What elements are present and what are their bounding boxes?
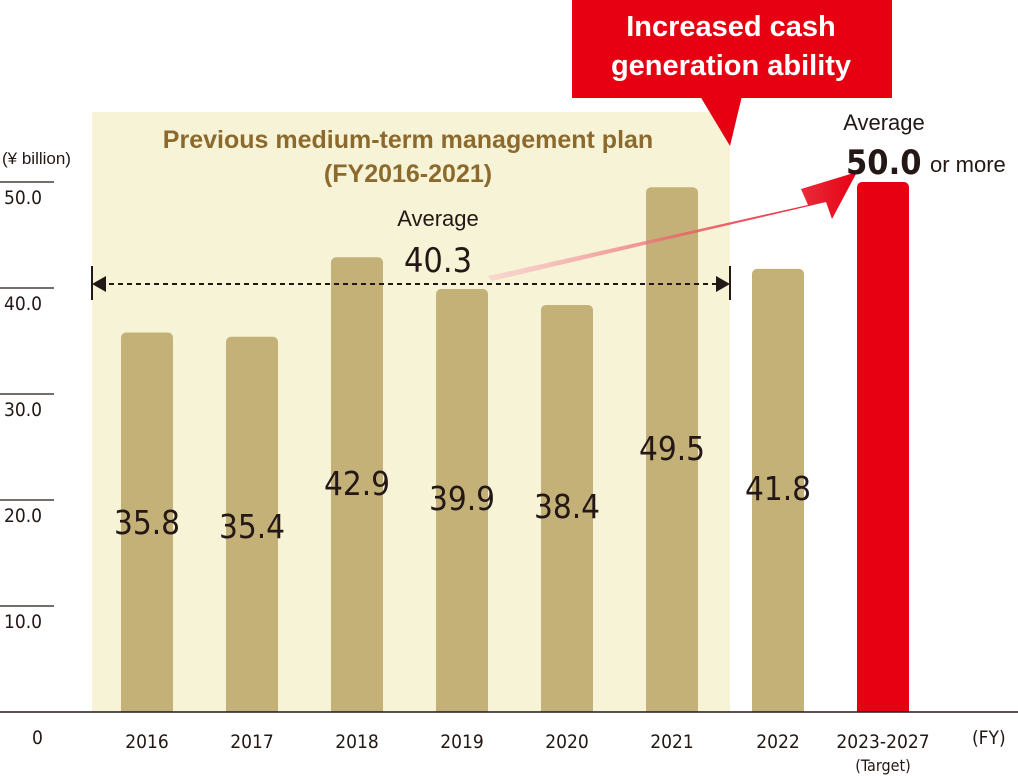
bar-2022 [752, 268, 804, 712]
target-average-label: Average [843, 110, 925, 135]
previous-plan-band [92, 112, 730, 712]
x-tick-label: 2023-2027 [836, 731, 929, 753]
bar-base [436, 706, 488, 712]
previous-plan-title: Previous medium-term management plan [163, 126, 653, 154]
x-tick-label: 2019 [440, 731, 484, 753]
bar-2019 [436, 289, 488, 712]
bar-base [226, 706, 278, 712]
bar-base [857, 706, 909, 712]
bar-base [121, 706, 173, 712]
previous-average-label: Average [397, 206, 479, 231]
x-tick-label: 2020 [545, 731, 589, 753]
y-tick-label: 30.0 [4, 399, 42, 421]
x-tick-label: 2017 [230, 731, 274, 753]
previous-average-value: 40.3 [404, 241, 472, 281]
target-average-value: 50.0 [846, 143, 921, 183]
bar-value-label: 41.8 [745, 469, 811, 508]
x-tick-label: 2022 [756, 731, 800, 753]
bar-value-label: 35.4 [219, 507, 285, 546]
callout-box [572, 0, 892, 146]
x-axis-unit-label: (FY) [972, 727, 1006, 749]
bar-base [331, 706, 383, 712]
bar-base [752, 706, 804, 712]
bar-target [857, 182, 909, 712]
growth-arrow [488, 172, 857, 281]
bar-2020 [541, 304, 593, 712]
previous-plan-period: (FY2016-2021) [324, 160, 492, 188]
y-axis-unit-label: (¥ billion) [2, 149, 71, 168]
callout-line-1: Increased cash [626, 11, 836, 43]
bars: 35.8 2016 35.4 2017 42.9 2018 39.9 2019 38.4 2020… [114, 182, 930, 775]
y-tick-label: 0 [32, 727, 43, 749]
y-tick-label: 10.0 [4, 611, 42, 633]
bar-value-label: 42.9 [324, 464, 390, 503]
x-tick-label: 2021 [650, 731, 694, 753]
bar-2016 [121, 332, 173, 712]
bar-value-label: 38.4 [534, 487, 600, 526]
callout-line-2: generation ability [611, 50, 851, 82]
x-tick-sublabel: (Target) [855, 756, 910, 775]
target-average-suffix: or more [930, 152, 1006, 177]
bar-base [646, 706, 698, 712]
bar-2017 [226, 336, 278, 712]
bar-base [541, 706, 593, 712]
bar-2018 [331, 257, 383, 712]
y-tick-label: 50.0 [4, 187, 42, 209]
y-axis: 0 10.0 20.0 30.0 40.0 50.0 [0, 181, 54, 749]
y-tick-label: 40.0 [4, 293, 42, 315]
bar-value-label: 49.5 [639, 429, 705, 468]
bar-value-label: 39.9 [429, 479, 495, 518]
bar-value-label: 35.8 [114, 503, 180, 542]
x-tick-label: 2018 [335, 731, 379, 753]
y-tick-label: 20.0 [4, 505, 42, 527]
x-tick-label: 2016 [125, 731, 169, 753]
previous-average-range-arrow [91, 266, 731, 300]
bar-2021 [646, 187, 698, 713]
